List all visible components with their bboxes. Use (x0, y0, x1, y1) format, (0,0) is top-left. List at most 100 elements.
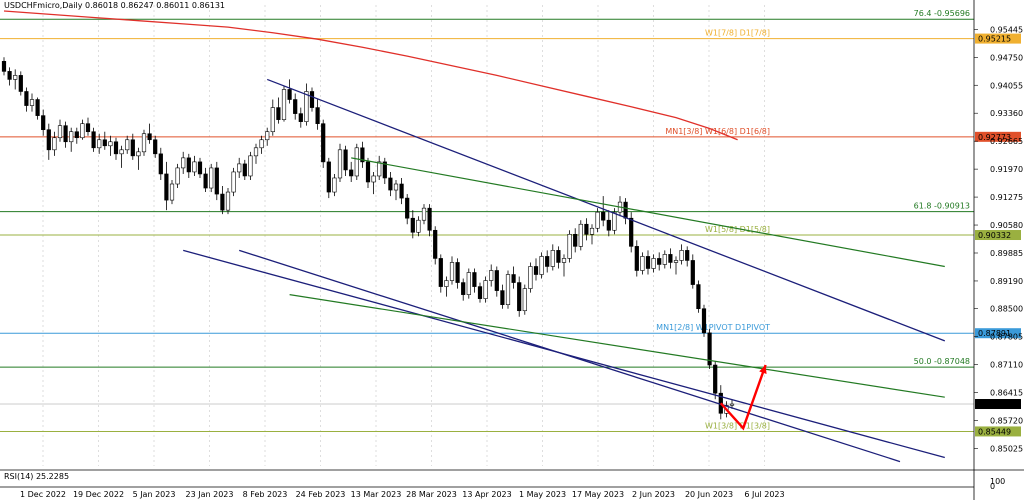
candle-bear (399, 183, 404, 199)
candle-bull (175, 167, 180, 185)
candle-bear (472, 272, 477, 287)
candle-bear (130, 139, 135, 157)
level-label: 50.0 -0.87048 (914, 357, 970, 366)
candle-bull (69, 131, 74, 143)
candle-bear (629, 217, 634, 247)
y-tick-label: 0.93360 (990, 109, 1023, 118)
candle-bull (561, 258, 567, 263)
candle-bear (293, 99, 298, 114)
candle-bear (153, 139, 158, 155)
candle-bear (696, 284, 701, 310)
y-tick-label: 0.89190 (990, 277, 1023, 286)
level-label: W1[5/8] D1[5/8] (705, 225, 770, 234)
candle-bull (640, 256, 645, 271)
candle-bear (556, 250, 561, 263)
candle-bear (438, 258, 443, 287)
candle-bear (276, 107, 281, 120)
candle-bear (360, 147, 365, 163)
level-label: 61.8 -0.90913 (914, 202, 970, 211)
x-tick-label: 13 Apr 2023 (462, 490, 511, 499)
symbol-info: USDCHFmicro,Daily 0.86018 0.86247 0.8601… (4, 1, 225, 10)
candle-bear (197, 161, 203, 175)
y-tick-label: 0.92665 (990, 137, 1023, 146)
candle-bull (578, 223, 583, 247)
candle-bear (91, 131, 96, 149)
level-label: MN1[2/8] W1PIVOT D1PIVOT (656, 323, 770, 332)
candle-bear (41, 115, 46, 131)
y-tick-label: 0.86415 (990, 389, 1023, 398)
candle-bear (657, 258, 662, 265)
candle-bear (645, 256, 651, 269)
rsi-label: RSI(14) 25.2285 (4, 472, 69, 481)
x-tick-label: 8 Feb 2023 (243, 490, 288, 499)
candle-bear (24, 91, 29, 106)
candle-bear (35, 99, 40, 116)
candle-bear (1, 61, 7, 72)
candle-bull (237, 163, 242, 173)
current-price-text: 0.86131 (978, 400, 1011, 409)
y-tick-label: 0.94750 (990, 53, 1023, 62)
candle-bear (220, 193, 225, 211)
candle-bear (690, 260, 695, 285)
candle-bull (225, 191, 231, 211)
candle-bear (74, 131, 79, 139)
candle-bull (248, 155, 253, 177)
candle-bull (466, 272, 471, 295)
level-label: W1[3/8] D1[3/8] (705, 421, 770, 430)
trend-line (289, 294, 945, 398)
candle-bear (668, 254, 673, 263)
candle-bear (623, 201, 628, 219)
candle-bear (533, 266, 539, 275)
level-label: W1[7/8] D1[7/8] (705, 29, 770, 38)
candle-bear (85, 123, 91, 133)
candle-bear (511, 274, 516, 283)
moving-average (3, 10, 738, 141)
y-tick-label: 0.89885 (990, 249, 1023, 258)
candle-bull (550, 250, 555, 267)
candle-bull (589, 227, 595, 235)
candle-bear (701, 308, 707, 334)
candle-bull (52, 137, 57, 151)
candle-bear (410, 217, 415, 233)
y-tick-label: 0.85720 (990, 417, 1023, 426)
candle-bull (371, 175, 376, 183)
candle-bull (141, 133, 147, 153)
candle-bull (136, 151, 141, 157)
candle-bull (253, 147, 259, 157)
candle-bear (113, 141, 119, 155)
candle-bull (393, 183, 399, 191)
x-tick-label: 23 Jan 2023 (186, 490, 234, 499)
y-tick-label: 0.91275 (990, 193, 1023, 202)
candle-bear (606, 219, 611, 231)
candle-bear (287, 89, 292, 100)
candle-bull (265, 131, 270, 141)
x-tick-label: 19 Dec 2022 (73, 490, 124, 499)
time-axis: 1 Dec 2022 19 Dec 2022 5 Jan 2023 23 Jan 20… (20, 490, 785, 499)
x-tick-label: 28 Mar 2023 (406, 490, 457, 499)
candle-bull (377, 161, 382, 177)
candle-bear (500, 290, 505, 305)
candle-bear (147, 133, 152, 141)
candle-bear (461, 282, 466, 295)
candle-bear (46, 129, 51, 151)
candle-bull (595, 211, 600, 229)
candle-bear (601, 211, 606, 221)
y-tick-label: 0.87805 (990, 333, 1023, 342)
candle-bull (449, 262, 455, 281)
price-badge-text: 0.87891 (978, 329, 1011, 338)
candle-bear (186, 157, 191, 173)
candle-bull (567, 233, 572, 259)
y-tick-label: 0.85025 (990, 445, 1023, 454)
current-price-badge (975, 399, 1021, 410)
x-tick-label: 24 Feb 2023 (296, 490, 346, 499)
candle-bear (164, 173, 169, 201)
price-badge-text: 0.95215 (978, 35, 1011, 44)
candle-bull (528, 266, 533, 289)
candle-bear (433, 229, 438, 259)
candle-bear (494, 270, 499, 291)
candle-bull (421, 207, 427, 221)
candle-bear (573, 233, 578, 247)
candle-bull (332, 177, 337, 193)
